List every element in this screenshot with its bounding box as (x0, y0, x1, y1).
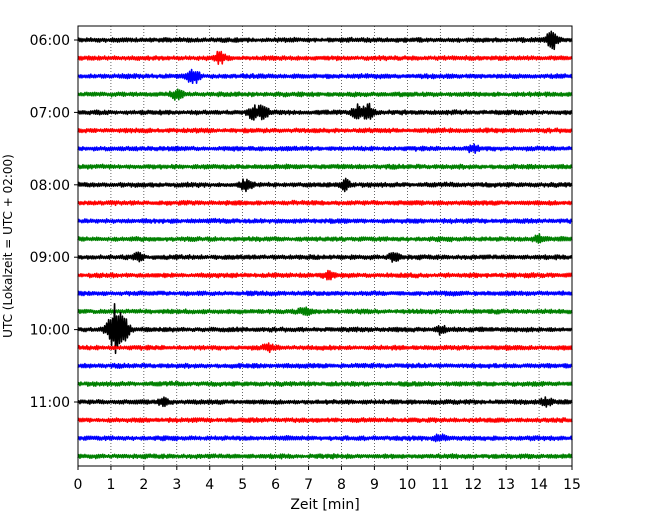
seismic-trace (77, 199, 573, 207)
y-tick-label: 08:00 (30, 178, 70, 194)
seismic-trace (77, 102, 573, 121)
seismic-trace (77, 233, 573, 244)
y-tick-label: 07:00 (30, 105, 70, 121)
seismic-trace (77, 217, 573, 225)
traces (77, 30, 573, 460)
x-tick-label: 4 (205, 477, 214, 493)
seismic-trace (77, 396, 573, 408)
seismic-trace (77, 306, 573, 317)
x-tick-label: 8 (337, 477, 346, 493)
seismic-trace (77, 342, 573, 354)
y-ticks: 06:00 07:00 08:00 09:00 10:00 11:00 (30, 33, 78, 411)
seismic-trace (77, 302, 573, 355)
y-tick-label: 09:00 (30, 250, 70, 266)
seismic-trace (77, 433, 573, 443)
x-tick-label: 5 (238, 477, 247, 493)
x-tick-label: 2 (139, 477, 148, 493)
x-tick-label: 13 (497, 477, 515, 493)
x-tick-label: 9 (370, 477, 379, 493)
seismic-trace (77, 143, 573, 154)
seismic-trace (77, 30, 573, 51)
seismic-trace (77, 269, 573, 281)
x-tick-label: 6 (271, 477, 280, 493)
x-axis-label: Zeit [min] (290, 497, 359, 513)
seismic-trace (77, 163, 573, 170)
x-tick-label: 10 (398, 477, 416, 493)
x-tick-label: 7 (304, 477, 313, 493)
seismic-trace (77, 251, 573, 263)
seismic-trace (77, 417, 573, 424)
x-ticks: 0 1 2 3 4 5 6 7 8 9 10 11 12 13 14 15 (74, 466, 581, 493)
y-tick-label: 06:00 (30, 33, 70, 49)
x-tick-label: 11 (431, 477, 449, 493)
seismic-trace (77, 88, 573, 101)
seismic-trace (77, 177, 573, 193)
grid-lines (110, 26, 540, 466)
seismic-trace (77, 50, 573, 65)
y-axis-label: UTC (Lokalzeit = UTC + 02:00) (1, 154, 15, 338)
seismic-trace (77, 380, 573, 388)
x-tick-label: 12 (464, 477, 482, 493)
plot-frame (77, 25, 573, 467)
seismic-trace (77, 68, 573, 85)
seismic-trace (77, 453, 573, 460)
x-tick-label: 3 (172, 477, 181, 493)
y-tick-label: 10:00 (30, 323, 70, 339)
seismic-trace (77, 127, 573, 134)
seismic-trace (77, 362, 573, 369)
x-tick-label: 15 (563, 477, 581, 493)
x-tick-label: 1 (106, 477, 115, 493)
y-tick-label: 11:00 (30, 395, 70, 411)
x-tick-label: 14 (530, 477, 548, 493)
seismic-trace (77, 290, 573, 297)
x-tick-label: 0 (74, 477, 83, 493)
